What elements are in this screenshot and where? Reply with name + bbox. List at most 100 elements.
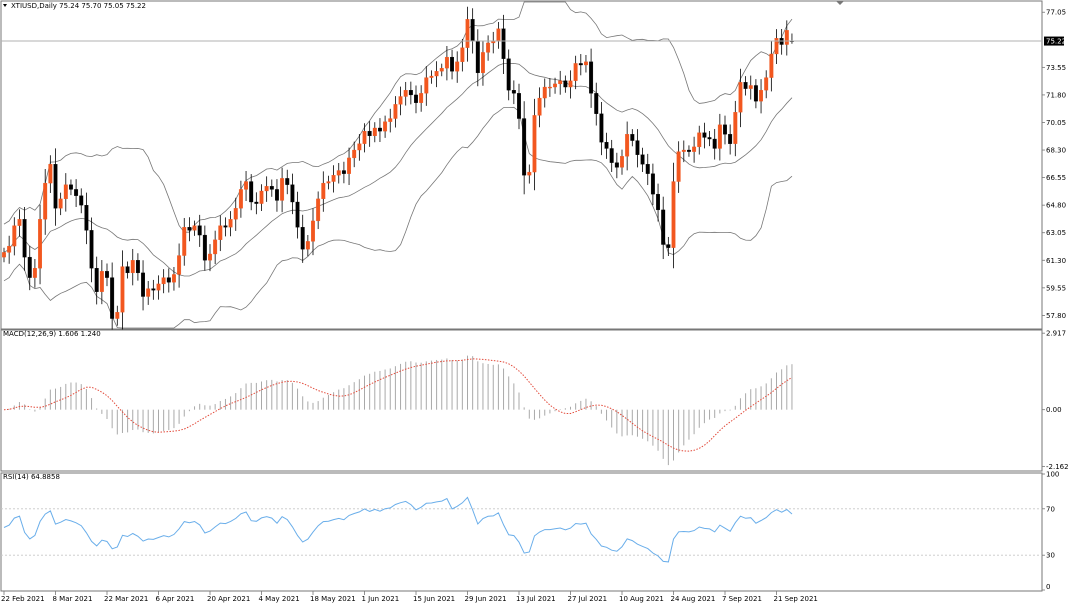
candle-body [769, 53, 774, 78]
candle-body [589, 61, 594, 94]
time-tick-label: 27 Jul 2021 [568, 595, 608, 603]
time-tick-label: 22 Mar 2021 [104, 595, 148, 603]
price-tick-label: 63.05 [1046, 229, 1066, 237]
price-badge-text: 75.22 [1046, 38, 1066, 46]
symbol-header: XTIUSD,Daily 75.24 75.70 75.05 75.22 [11, 2, 146, 10]
candle-body [738, 82, 743, 113]
candle-body [542, 86, 547, 99]
price-tick-label: 68.30 [1046, 147, 1066, 155]
macd-axis: 2.917 0.00 -2.162 [1042, 330, 1069, 471]
candle-body [357, 143, 362, 151]
candle-body [120, 266, 125, 313]
rsi-tick-label: 0 [1046, 583, 1050, 591]
candles [2, 6, 794, 336]
shift-marker-icon [836, 1, 844, 5]
time-tick-label: 1 Jun 2021 [362, 595, 400, 603]
candle-body [321, 182, 326, 200]
candle-body [202, 234, 207, 261]
candle-body [383, 121, 388, 132]
bollinger-middle [3, 62, 793, 277]
price-tick-label: 64.80 [1046, 202, 1066, 210]
candle-body [377, 127, 382, 132]
candle-body [661, 209, 666, 245]
candle-body [712, 138, 717, 149]
bollinger-lower [3, 106, 793, 329]
candle-body [69, 184, 73, 190]
candle-body [7, 245, 12, 253]
candle-body [759, 90, 763, 102]
time-tick-label: 6 Apr 2021 [156, 595, 195, 603]
candle-body [687, 149, 691, 152]
candle-body [501, 28, 506, 59]
price-pane[interactable]: XTIUSD,Daily 75.24 75.70 75.05 75.22 77.… [0, 0, 1066, 336]
candle-body [233, 208, 238, 220]
candle-body [115, 312, 120, 319]
candle-body [166, 277, 171, 283]
candle-body [558, 80, 563, 85]
price-tick-label: 71.80 [1046, 91, 1066, 99]
rsi-pane-frame [0, 472, 1043, 592]
candle-body [213, 239, 218, 255]
candle-body [290, 184, 295, 203]
time-axis: 22 Feb 2021 8 Mar 2021 22 Mar 2021 6 Apr 20… [1, 591, 818, 603]
macd-pane[interactable]: MACD(12,26,9) 1.606 1.240 2.917 0.00 -2.16… [0, 329, 1069, 472]
candle-body [341, 170, 346, 174]
menu-triangle-icon[interactable] [3, 4, 7, 7]
candle-body [135, 260, 140, 274]
macd-pane-frame [0, 329, 1043, 472]
candle-body [12, 225, 17, 247]
candle-body [480, 52, 485, 74]
candle-body [707, 137, 712, 140]
candle-body [419, 93, 424, 103]
candle-body [594, 93, 599, 114]
candle-body [336, 170, 341, 176]
candle-body [424, 77, 429, 94]
candle-body [388, 118, 393, 122]
candle-body [676, 151, 681, 182]
candle-body [470, 19, 475, 42]
time-tick-label: 29 Jun 2021 [465, 595, 507, 603]
candle-body [58, 198, 63, 209]
candle-body [491, 41, 496, 44]
macd-title: MACD(12,26,9) 1.606 1.240 [3, 330, 101, 338]
candle-body [753, 85, 758, 102]
candle-body [723, 124, 727, 135]
candle-body [2, 252, 6, 258]
candle-body [697, 132, 702, 148]
price-tick-label: 77.05 [1046, 9, 1066, 17]
candle-body [465, 19, 470, 48]
candle-body [27, 256, 32, 278]
candle-body [604, 142, 609, 149]
candle-body [486, 42, 491, 53]
candle-body [74, 189, 79, 196]
rsi-pane[interactable]: RSI(14) 64.8858 100 70 30 0 [0, 471, 1059, 592]
candle-body [295, 201, 300, 228]
price-badge: 75.22 [1044, 36, 1066, 46]
macd-tick-label: 2.917 [1046, 330, 1066, 338]
candle-body [650, 173, 655, 195]
time-tick-label: 4 May 2021 [259, 595, 300, 603]
candle-body [666, 244, 671, 248]
time-tick-label: 24 Aug 2021 [671, 595, 716, 603]
price-tick-label: 73.55 [1046, 64, 1066, 72]
time-tick-label: 18 May 2021 [310, 595, 356, 603]
candle-body [311, 220, 315, 242]
time-tick-label: 22 Feb 2021 [1, 595, 45, 603]
candle-body [434, 71, 439, 77]
candle-body [511, 90, 516, 94]
candle-body [527, 171, 532, 176]
candle-body [403, 90, 408, 97]
candle-body [743, 82, 748, 89]
macd-signal-line [3, 358, 793, 452]
candle-body [17, 219, 22, 226]
candle-body [640, 154, 645, 165]
price-tick-label: 66.55 [1046, 174, 1066, 182]
time-tick-label: 7 Sep 2021 [722, 595, 762, 603]
candle-body [352, 149, 357, 159]
candle-body [130, 260, 135, 274]
candle-body [517, 93, 521, 119]
candle-body [460, 47, 465, 62]
candle-body [784, 30, 789, 45]
candle-body [259, 190, 264, 204]
